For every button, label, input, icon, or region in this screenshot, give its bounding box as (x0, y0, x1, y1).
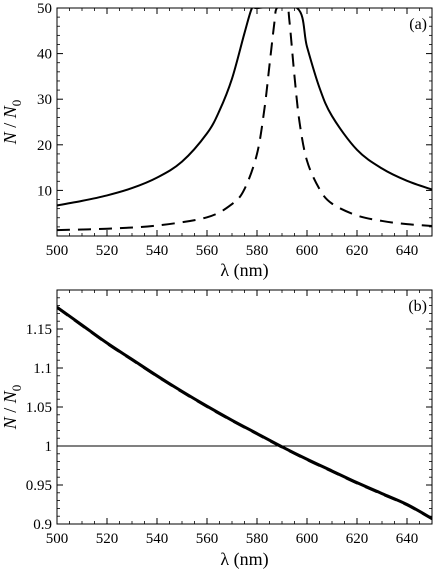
y-tick-label: 30 (37, 92, 52, 108)
plot-frame (56, 7, 433, 237)
y-tick-label: 40 (37, 47, 52, 63)
dashed-curve (57, 307, 432, 521)
chart-panel-b: 500 520 540 560 580 600 620 640 0.9 0.95 1 1.05 1.1 1… (0, 289, 433, 570)
plot-frame (56, 289, 433, 525)
x-tick-label: 640 (396, 243, 419, 259)
x-tick-label: 560 (196, 531, 219, 547)
x-tick-label: 580 (246, 531, 269, 547)
y-tick-label: 0.95 (26, 478, 52, 494)
y-axis-label: N / N0 (0, 385, 24, 431)
y-tick-label: 50 (37, 1, 52, 17)
dashed-curve (57, 8, 432, 232)
x-tick-label: 500 (46, 243, 69, 259)
solid-curve (57, 8, 432, 207)
x-tick-label: 600 (296, 531, 319, 547)
panel-label: (b) (408, 298, 427, 315)
chart-panel-a: 500 520 540 560 580 600 620 640 10 20 30 40 50 (a) λ (… (0, 1, 433, 281)
y-tick-label: 10 (37, 183, 52, 199)
x-tick-label: 580 (246, 243, 269, 259)
x-axis-label: λ (nm) (220, 260, 268, 281)
y-tick-label: 1.15 (26, 322, 52, 338)
x-tick-label: 620 (346, 243, 369, 259)
x-tick-label: 600 (296, 243, 319, 259)
x-tick-label: 620 (346, 531, 369, 547)
x-tick-label: 560 (196, 243, 219, 259)
x-tick-label: 640 (396, 531, 419, 547)
y-tick-label: 1.05 (26, 400, 52, 416)
y-axis-label: N / N0 (0, 100, 24, 146)
x-tick-label: 540 (146, 243, 169, 259)
y-tick-label: 1 (45, 439, 53, 455)
x-tick-label: 520 (96, 243, 119, 259)
panel-label: (a) (409, 16, 427, 33)
x-axis-label: λ (nm) (220, 549, 268, 570)
y-tick-label: 0.9 (33, 517, 52, 533)
y-tick-label: 1.1 (33, 361, 52, 377)
x-tick-label: 540 (146, 531, 169, 547)
solid-curve (57, 305, 432, 520)
x-tick-label: 500 (46, 531, 69, 547)
y-tick-label: 20 (37, 138, 52, 154)
x-tick-label: 520 (96, 531, 119, 547)
